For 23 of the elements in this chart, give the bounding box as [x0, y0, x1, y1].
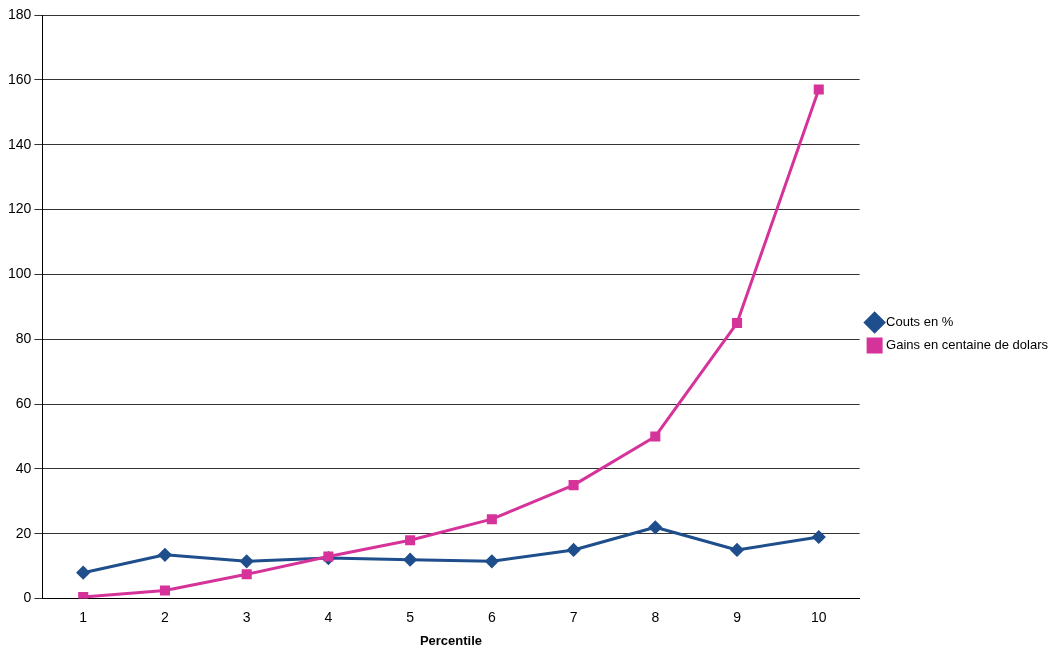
x-tick-label: 7 [569, 608, 578, 625]
x-tick-label: 8 [651, 608, 660, 625]
x-tick-label: 10 [810, 608, 827, 625]
y-tick-label: 20 [15, 524, 32, 541]
x-tick-label: 1 [79, 608, 88, 625]
legend-label: Gains en centaine de dolars [886, 337, 1049, 353]
y-tick-label: 160 [8, 70, 32, 87]
y-tick-label: 140 [8, 135, 32, 152]
y-tick-label: 60 [15, 394, 32, 411]
x-tick-label: 4 [324, 608, 333, 625]
y-tick-label: 100 [8, 265, 32, 282]
x-tick-label: 6 [487, 608, 496, 625]
y-tick-label: 0 [23, 589, 32, 606]
x-tick-label: 2 [161, 608, 170, 625]
y-tick-label: 180 [8, 5, 32, 22]
x-tick-label: 3 [242, 608, 251, 625]
x-axis-title: Percentile [419, 632, 483, 648]
legend-label: Couts en % [886, 314, 954, 330]
y-tick-label: 40 [15, 459, 32, 476]
y-tick-label: 120 [8, 200, 32, 217]
x-tick-label: 9 [733, 608, 742, 625]
x-tick-label: 5 [406, 608, 415, 625]
y-tick-label: 80 [15, 330, 32, 347]
